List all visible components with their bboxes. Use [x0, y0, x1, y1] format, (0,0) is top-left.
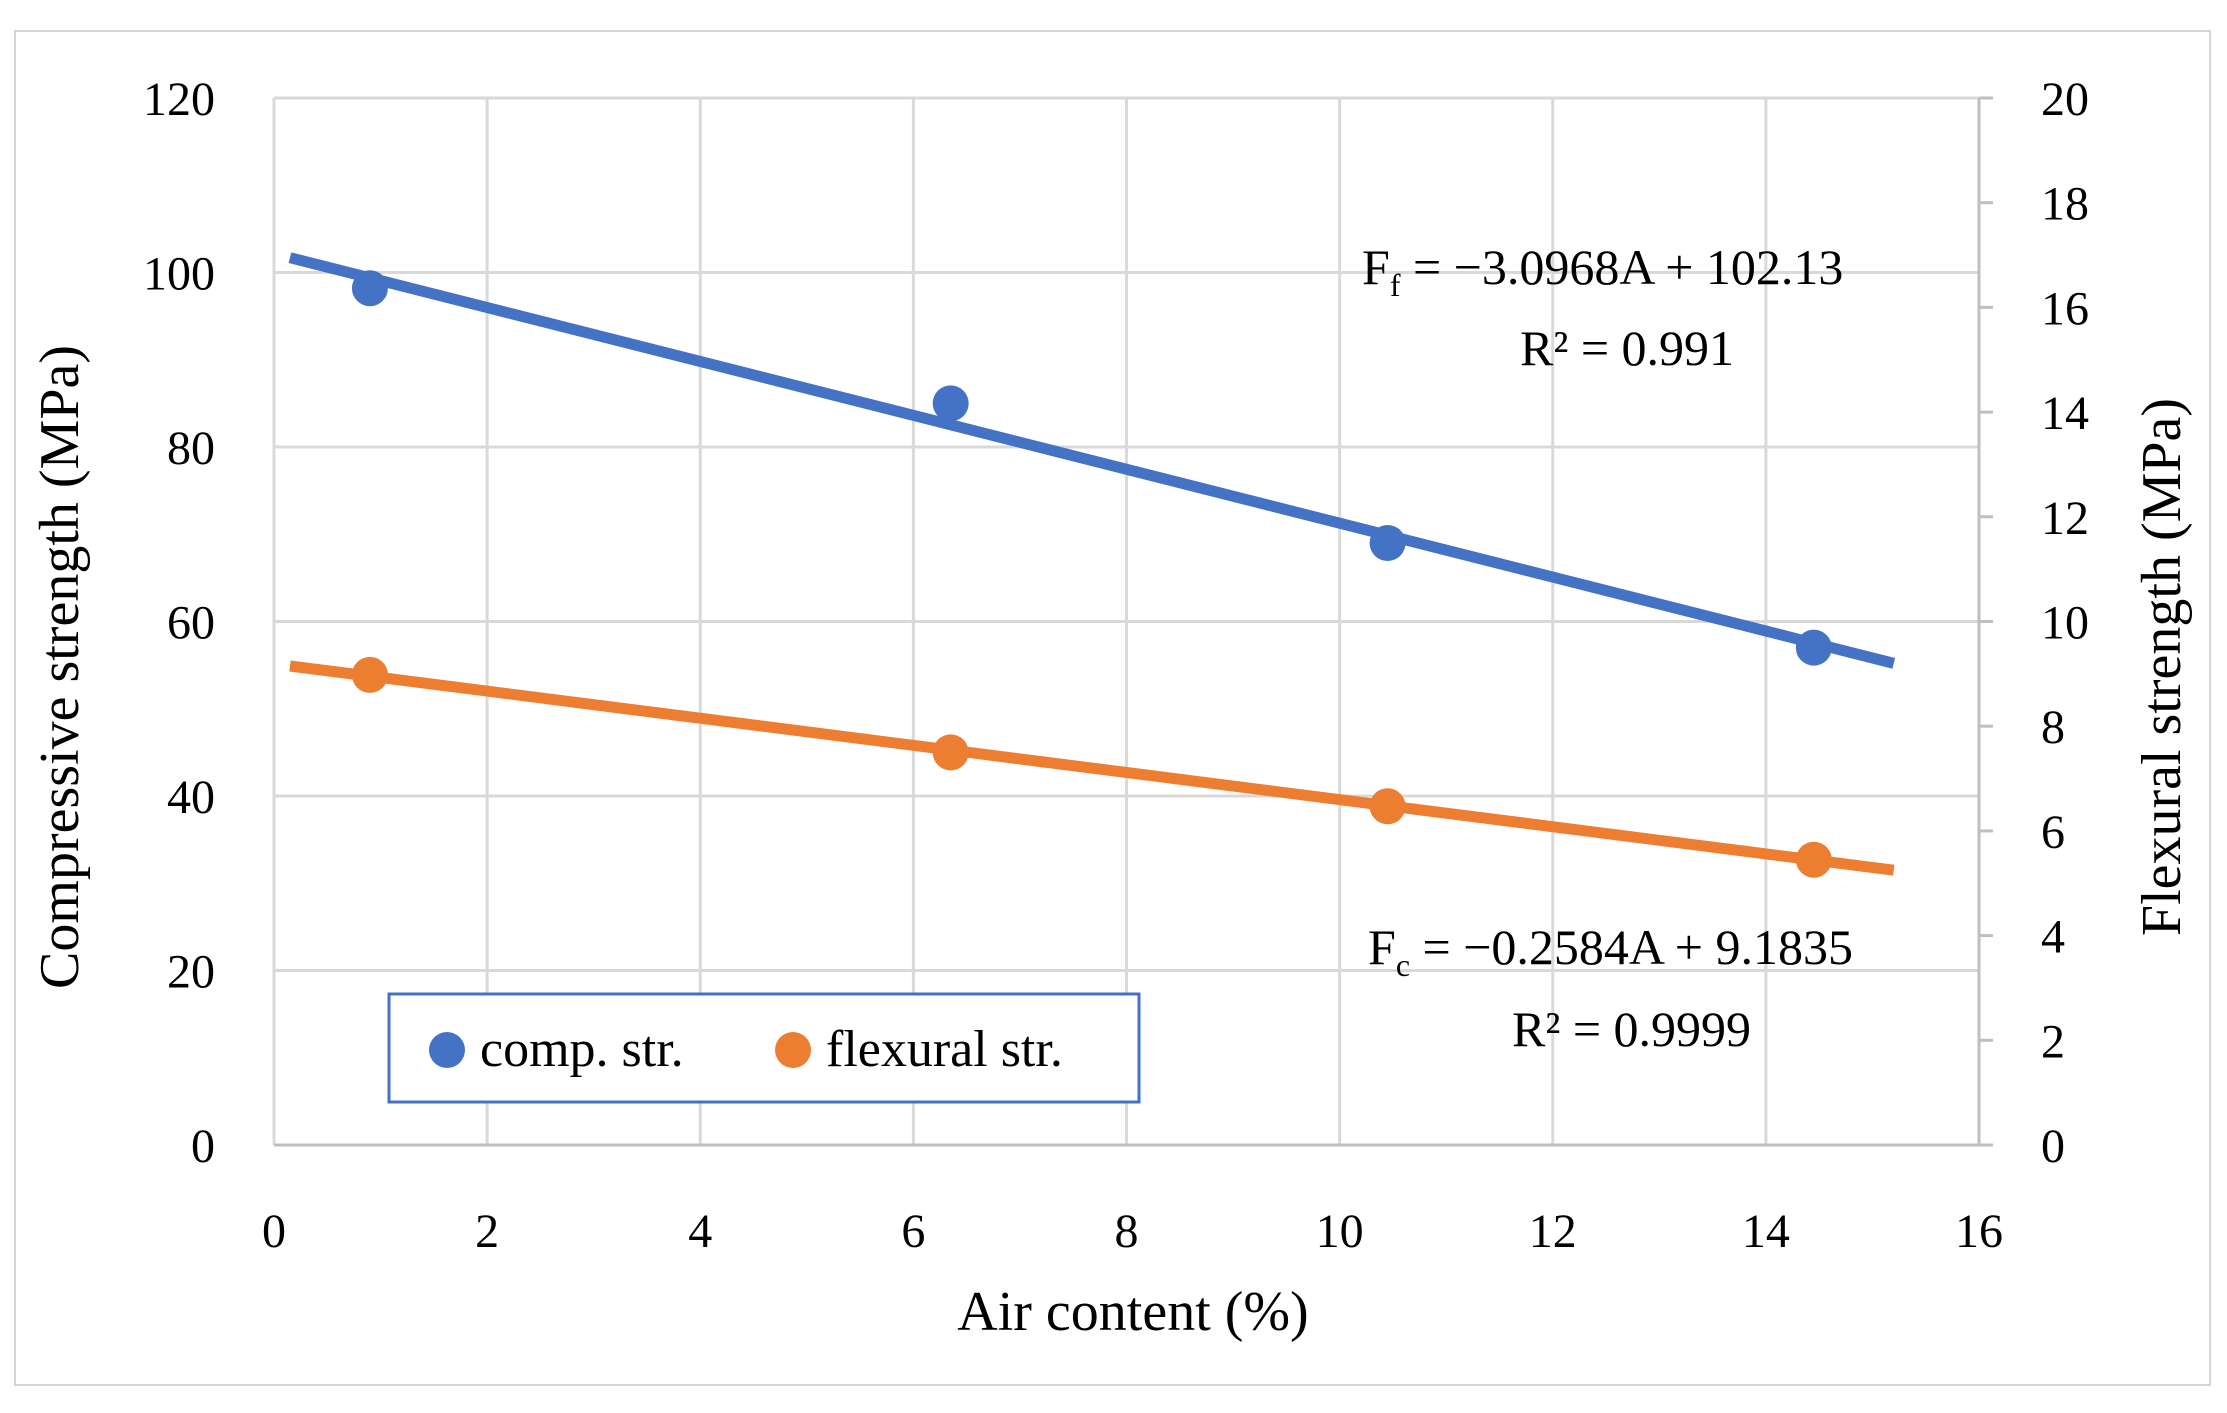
x-tick-label: 0: [262, 1205, 286, 1258]
data-point-flexural: [1369, 788, 1406, 825]
y2-tick-label: 6: [2041, 806, 2065, 859]
data-point-flexural: [932, 734, 969, 771]
y2-tick-label: 4: [2041, 911, 2065, 964]
flex-r2: R² = 0.9999: [1512, 1001, 1751, 1057]
y-tick-label: 100: [143, 248, 215, 301]
flex-equation-main: F: [1368, 919, 1396, 975]
data-point-flexural: [1795, 841, 1832, 878]
flex-equation-rest: = −0.2584A + 9.1835: [1410, 919, 1853, 975]
data-point-comp: [932, 385, 969, 422]
comp-equation-main: F: [1362, 239, 1390, 295]
trendlines: [288, 252, 1896, 876]
legend-label-flexural: flexural str.: [826, 1021, 1063, 1078]
y-tick-label: 80: [167, 422, 215, 475]
tick-labels: 0 2 4 6 8 10 12 14 16 0 20 40 60 80 100 120 0 2 4 6 8 10 12 14 1…: [143, 73, 2089, 1258]
axes: [274, 96, 1993, 1147]
y2-tick-label: 8: [2041, 701, 2065, 754]
comp-equation-annotation: Ff = −3.0968A + 102.13 R² = 0.991: [1362, 239, 1843, 376]
data-point-comp: [351, 270, 388, 307]
trendline-flexural: [289, 660, 1895, 876]
data-point-comp: [1369, 524, 1406, 561]
y-tick-label: 60: [167, 597, 215, 650]
x-tick-label: 2: [475, 1205, 499, 1258]
comp-r2: R² = 0.991: [1520, 320, 1734, 376]
y-tick-label: 0: [191, 1120, 215, 1173]
legend-label-comp: comp. str.: [480, 1021, 684, 1078]
comp-equation: Ff = −3.0968A + 102.13: [1362, 239, 1843, 303]
y2-tick-label: 20: [2041, 73, 2089, 126]
x-tick-label: 4: [688, 1205, 712, 1258]
legend-box: [387, 992, 1141, 1104]
x-tick-label: 14: [1742, 1205, 1790, 1258]
y2-tick-label: 0: [2041, 1120, 2065, 1173]
x-tick-label: 10: [1316, 1205, 1364, 1258]
y2-tick-label: 18: [2041, 178, 2089, 231]
data-point-comp: [1795, 629, 1832, 666]
x-tick-label: 12: [1529, 1205, 1577, 1258]
y2-tick-label: 10: [2041, 597, 2089, 650]
legend-marker-flexural: [775, 1032, 811, 1068]
y-tick-label: 40: [167, 771, 215, 824]
chart-frame: [14, 30, 2211, 1386]
x-tick-label: 8: [1115, 1205, 1139, 1258]
legend: comp. str. flexural str.: [387, 992, 1141, 1104]
flex-equation-sub: c: [1396, 947, 1410, 983]
y2-axis-title: Flexural strength (MPa): [2131, 398, 2193, 936]
y-axis-title: Compressive strength (MPa): [29, 345, 91, 989]
y2-tick-label: 2: [2041, 1015, 2065, 1068]
comp-equation-rest: = −3.0968A + 102.13: [1400, 239, 1843, 295]
y2-tick-label: 12: [2041, 492, 2089, 545]
legend-marker-comp: [429, 1032, 465, 1068]
y2-tick-label: 16: [2041, 282, 2089, 335]
flex-equation-annotation: Fc = −0.2584A + 9.1835 R² = 0.9999: [1368, 919, 1853, 1057]
flex-equation: Fc = −0.2584A + 9.1835: [1368, 919, 1853, 983]
data-point-flexural: [351, 656, 388, 693]
y-tick-label: 120: [143, 73, 215, 126]
y-tick-label: 20: [167, 946, 215, 999]
x-tick-label: 16: [1955, 1205, 2003, 1258]
comp-equation-sub: f: [1390, 267, 1401, 303]
x-tick-label: 6: [901, 1205, 925, 1258]
data-points: [351, 270, 1832, 878]
y2-tick-label: 14: [2041, 387, 2089, 440]
x-axis-title: Air content (%): [957, 1281, 1308, 1343]
trendline-comp: [288, 252, 1896, 669]
